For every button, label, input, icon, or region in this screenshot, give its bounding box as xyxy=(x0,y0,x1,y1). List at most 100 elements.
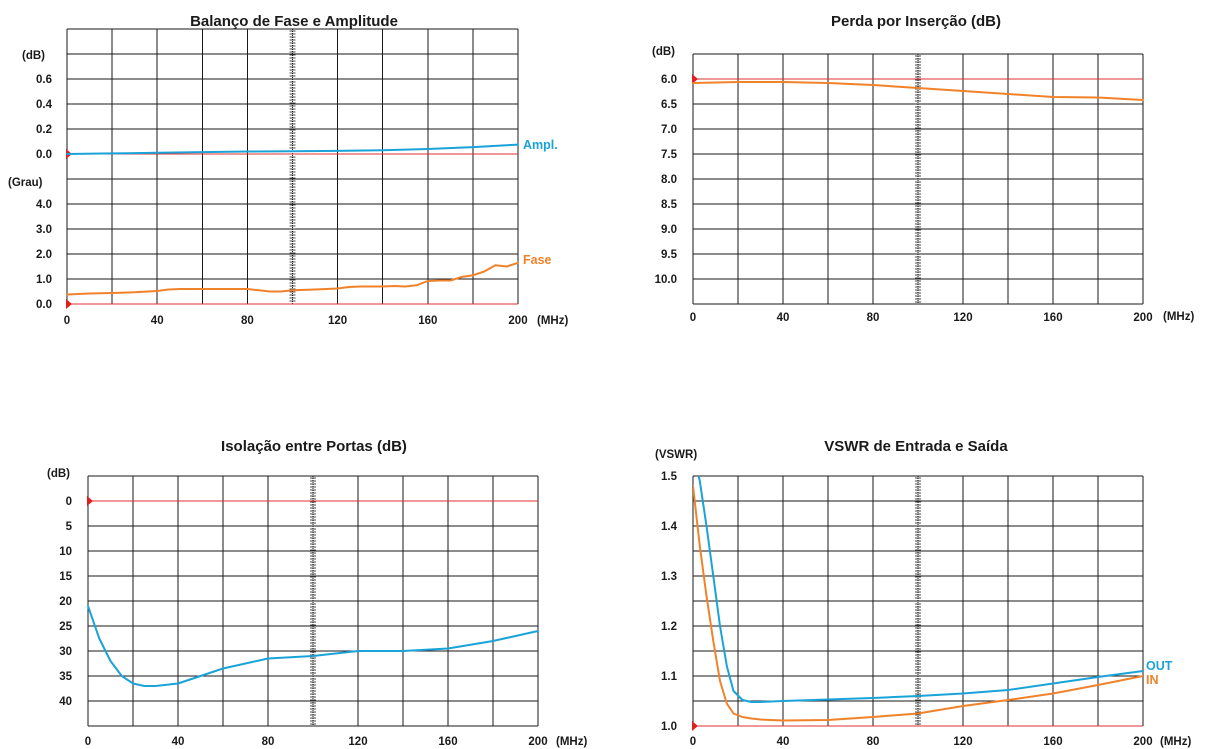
y-tick-label: 4.0 xyxy=(36,199,52,211)
y-tick-label: 1.0 xyxy=(36,274,52,286)
y-tick-label: 0.0 xyxy=(36,299,52,311)
vswr-out-line xyxy=(697,476,1143,703)
y-tick-label: 7.5 xyxy=(661,149,678,161)
x-tick-label: 80 xyxy=(262,736,275,748)
plot-grid xyxy=(66,28,519,305)
y-tick-label: 5 xyxy=(66,521,73,533)
chart-title: VSWR de Entrada e Saída xyxy=(824,438,1008,455)
chart-title: Perda por Inserção (dB) xyxy=(831,13,1001,30)
phase-amplitude-balance-chart: Balanço de Fase e Amplitude 0.6 0.4 0.2 0.0… xyxy=(8,13,568,327)
reference-marker xyxy=(692,74,698,84)
x-unit-label: (MHz) xyxy=(1160,736,1191,748)
y-tick-label: 3.0 xyxy=(36,224,52,236)
y-tick-label: 2.0 xyxy=(36,249,52,261)
x-tick-label: 200 xyxy=(1133,312,1152,324)
x-tick-label: 0 xyxy=(690,312,696,324)
y-tick-label: 8.0 xyxy=(661,174,677,186)
x-tick-label: 160 xyxy=(1043,736,1062,748)
y-unit-label: (VSWR) xyxy=(655,449,697,461)
y-tick-label: 1.2 xyxy=(661,621,677,633)
y-tick-label: 6.5 xyxy=(661,99,678,111)
y-tick-label: 1.1 xyxy=(661,671,678,683)
x-tick-label: 80 xyxy=(867,736,880,748)
y-tick-label: 25 xyxy=(59,621,72,633)
reference-marker xyxy=(66,299,72,309)
y-unit-label: (dB) xyxy=(47,468,70,480)
x-tick-label: 80 xyxy=(241,315,254,327)
y-tick-label: 40 xyxy=(59,696,72,708)
y-tick-label: 6.0 xyxy=(661,74,677,86)
series-label-out: OUT xyxy=(1146,659,1173,673)
vswr-series-clip xyxy=(693,476,1143,722)
x-tick-label: 160 xyxy=(418,315,437,327)
y-unit-lower: (Grau) xyxy=(8,177,43,189)
y-unit-upper: (dB) xyxy=(22,50,45,62)
y-tick-label: 7.0 xyxy=(661,124,677,136)
y-tick-label: 35 xyxy=(59,671,72,683)
series-label-in: IN xyxy=(1146,673,1159,687)
y-tick-label: 1.3 xyxy=(661,571,677,583)
y-tick-label: 0.2 xyxy=(36,124,52,136)
y-tick-label: 1.0 xyxy=(661,721,677,733)
y-unit-label: (dB) xyxy=(652,46,675,58)
reference-lines xyxy=(692,721,1143,731)
x-unit-label: (MHz) xyxy=(556,736,587,748)
x-tick-label: 0 xyxy=(85,736,91,748)
y-tick-label: 0 xyxy=(66,496,72,508)
port-isolation-chart: Isolação entre Portas (dB) 0 5 10 15 20 25 30 3… xyxy=(47,438,587,748)
plot-grid xyxy=(692,53,1144,305)
x-tick-label: 200 xyxy=(1133,736,1152,748)
series-lines xyxy=(66,143,519,296)
x-tick-label: 80 xyxy=(867,312,880,324)
y-tick-label: 20 xyxy=(59,596,72,608)
reference-lines xyxy=(87,496,538,506)
insertion-loss-line xyxy=(692,81,1144,101)
x-tick-label: 120 xyxy=(348,736,367,748)
reference-lines xyxy=(692,74,1143,84)
isolation-line xyxy=(87,605,539,687)
x-tick-label: 40 xyxy=(777,312,790,324)
chart-title: Isolação entre Portas (dB) xyxy=(221,438,407,455)
reference-marker xyxy=(87,496,93,506)
series-lines xyxy=(87,605,539,687)
series-lines xyxy=(693,476,1143,722)
series-lines xyxy=(692,81,1144,101)
x-tick-label: 120 xyxy=(953,736,972,748)
y-tick-label: 1.4 xyxy=(661,521,678,533)
y-tick-label: 10 xyxy=(59,546,72,558)
y-tick-label: 8.5 xyxy=(661,199,678,211)
x-unit-label: (MHz) xyxy=(537,315,568,327)
x-tick-label: 200 xyxy=(508,315,527,327)
x-tick-label: 120 xyxy=(953,312,972,324)
insertion-loss-chart: Perda por Inserção (dB) 6.0 6.5 7.0 7.5 8.0 8… xyxy=(652,13,1194,324)
x-tick-label: 40 xyxy=(777,736,790,748)
x-tick-label: 40 xyxy=(151,315,164,327)
y-tick-label: 30 xyxy=(59,646,72,658)
x-unit-label: (MHz) xyxy=(1163,311,1194,323)
series-ampl-line xyxy=(66,143,519,155)
y-tick-label: 0.4 xyxy=(36,99,53,111)
y-tick-label: 9.5 xyxy=(661,249,678,261)
x-tick-label: 0 xyxy=(690,736,696,748)
x-tick-label: 120 xyxy=(328,315,347,327)
x-tick-label: 160 xyxy=(438,736,457,748)
y-tick-label: 0.0 xyxy=(36,149,52,161)
y-tick-label: 15 xyxy=(59,571,72,583)
tick-labels: 0 5 10 15 20 25 30 35 40 0 40 80 120 160 200 xyxy=(59,496,547,748)
vswr-chart: VSWR de Entrada e Saída 1.5 1.4 1.3 1.2 1.1 1… xyxy=(655,438,1191,748)
y-tick-label: 10.0 xyxy=(655,274,677,286)
y-tick-label: 9.0 xyxy=(661,224,677,236)
reference-marker xyxy=(692,721,698,731)
chart-title: Balanço de Fase e Amplitude xyxy=(190,13,398,30)
tick-labels: 0.6 0.4 0.2 0.0 4.0 3.0 2.0 1.0 0.0 0 40 80 120 160 20… xyxy=(36,74,528,327)
x-tick-label: 200 xyxy=(528,736,547,748)
plot-grid xyxy=(87,475,539,727)
series-fase-line xyxy=(66,261,519,296)
x-tick-label: 0 xyxy=(64,315,70,327)
series-label-fase: Fase xyxy=(523,253,552,267)
series-label-ampl: Ampl. xyxy=(523,138,558,152)
plot-grid xyxy=(692,475,1144,726)
x-tick-label: 40 xyxy=(172,736,185,748)
y-tick-label: 1.5 xyxy=(661,471,678,483)
